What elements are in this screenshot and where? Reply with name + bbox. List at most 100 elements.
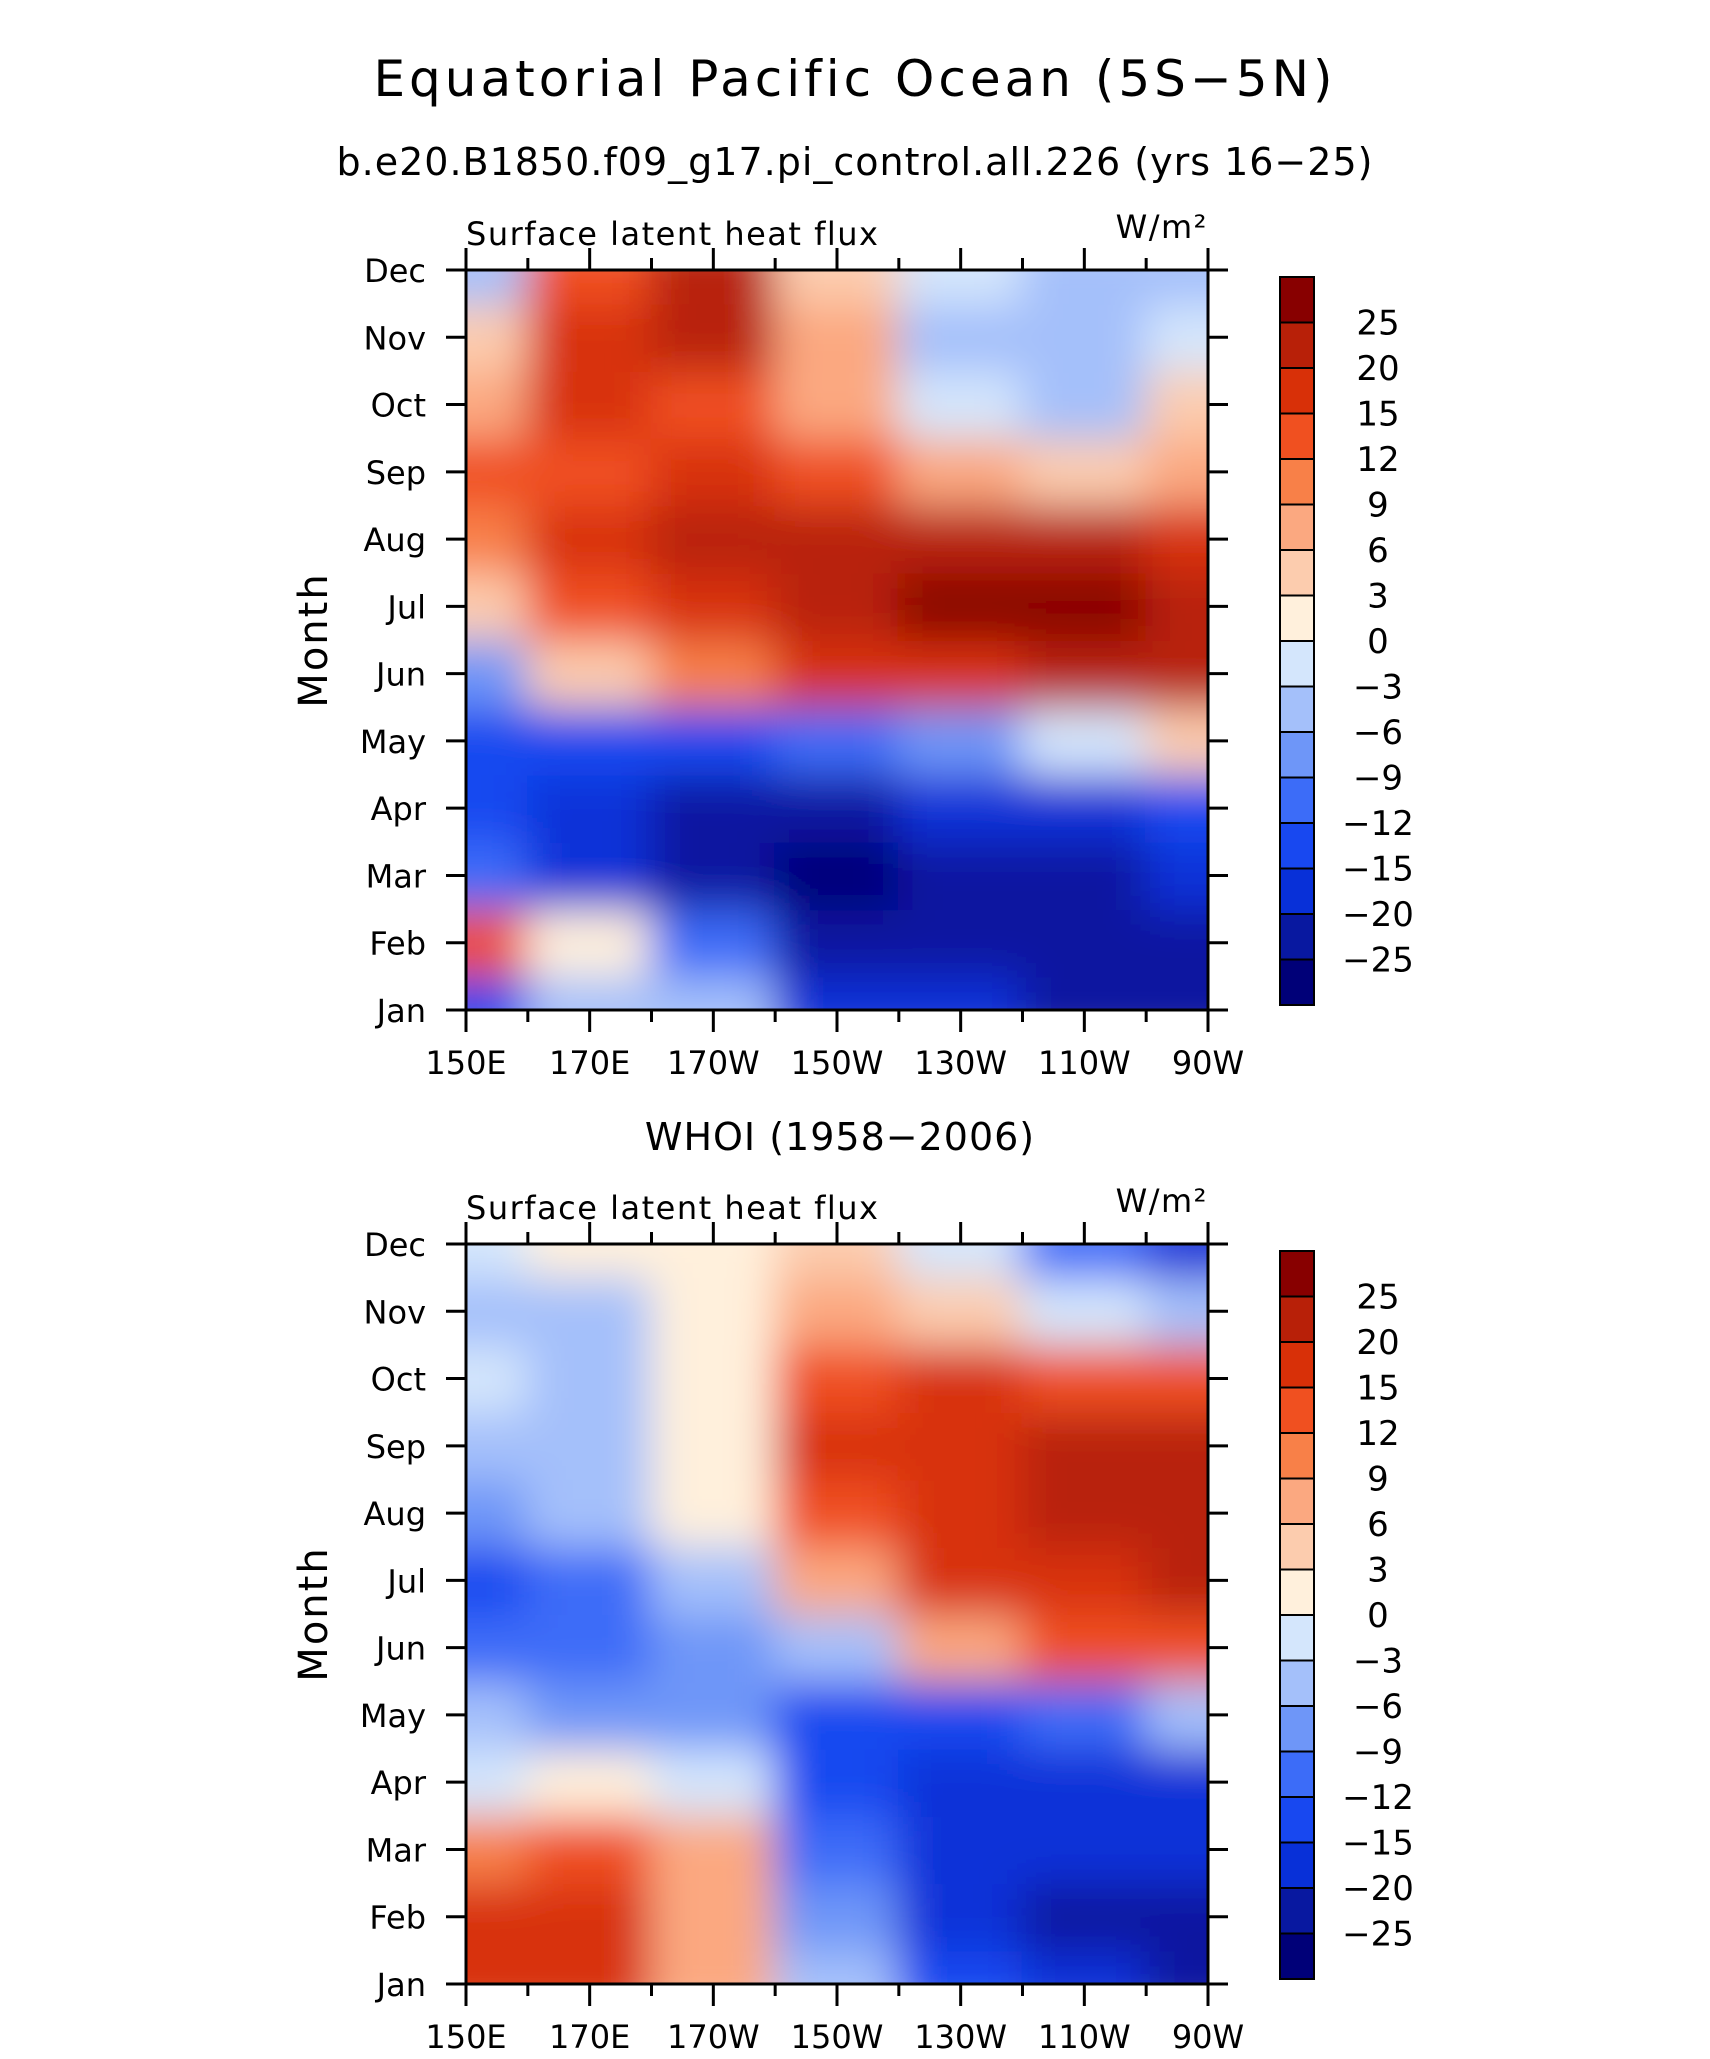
heatmap-1-cell — [1145, 437, 1208, 507]
heatmap-1-cell — [897, 369, 1024, 440]
heatmap-2-cell — [897, 1545, 1024, 1615]
heatmap-2-cell — [650, 1244, 777, 1279]
heatmap-1-cell — [774, 773, 900, 843]
y-tick-label: Jun — [374, 1630, 426, 1668]
heatmap-2-cell — [774, 1545, 900, 1615]
heatmap-1-cell — [650, 840, 777, 911]
heatmap-1-cell — [1145, 504, 1208, 574]
heatmap-1-cell — [1145, 302, 1208, 372]
heatmap-2-cell — [774, 1411, 900, 1481]
heatmap-2-cell — [466, 1949, 529, 1984]
heatmap-2-cells — [466, 1244, 1208, 1984]
x-tick-label: 150W — [791, 2018, 884, 2056]
heatmap-2-cell — [1021, 1343, 1148, 1414]
heatmap-1-cell — [650, 908, 777, 978]
colorbar-label: 6 — [1367, 531, 1389, 571]
heatmap-1-cell — [526, 840, 653, 911]
colorbar-label: −6 — [1353, 713, 1403, 753]
y-tick-label: Apr — [371, 790, 427, 828]
colorbar-box — [1279, 1796, 1315, 1844]
heatmap-2-cell — [774, 1343, 900, 1414]
y-tick-label: Jan — [375, 992, 426, 1030]
colorbar-label: −15 — [1342, 850, 1414, 890]
heatmap-2-cell — [466, 1411, 529, 1481]
colorbar-label: −9 — [1353, 759, 1403, 799]
x-tick-label: 170E — [549, 1044, 630, 1082]
heatmap-2-cell — [897, 1276, 1024, 1346]
heatmap-2-cell — [650, 1545, 777, 1615]
heatmap-2-cell — [1021, 1680, 1148, 1750]
heatmap-2-cell — [1021, 1411, 1148, 1481]
y-tick-label: Sep — [366, 454, 426, 492]
figure-title: Equatorial Pacific Ocean (5S−5N) — [373, 50, 1336, 108]
heatmap-2-cell — [774, 1949, 900, 1984]
heatmap-1-cell — [466, 639, 529, 709]
heatmap-2-cell — [897, 1949, 1024, 1984]
heatmap-2-cell — [466, 1244, 529, 1279]
heatmap-2-cell — [774, 1680, 900, 1750]
heatmap-2-cell — [1145, 1244, 1208, 1279]
heatmap-2-cell — [1145, 1545, 1208, 1615]
heatmap-1-cell — [1145, 571, 1208, 641]
y-tick-label: Nov — [364, 1293, 426, 1331]
heatmap-2-cell — [774, 1244, 900, 1279]
colorbar-label: −12 — [1342, 804, 1414, 844]
colorbar-label: 12 — [1356, 1414, 1399, 1454]
heatmap-2-cell — [650, 1949, 777, 1984]
heatmap-1-cell — [466, 773, 529, 843]
colorbar-box — [1279, 685, 1315, 733]
colorbar-label: −25 — [1342, 941, 1414, 981]
heatmap-2-cell — [774, 1276, 900, 1346]
heatmap-1-cell — [897, 773, 1024, 843]
heatmap-2-cell — [650, 1814, 777, 1885]
colorbar-label: −3 — [1353, 1642, 1403, 1682]
heatmap-2-cell — [466, 1882, 529, 1952]
y-tick-label: Mar — [366, 857, 427, 895]
x-tick-label: 130W — [914, 1044, 1007, 1082]
heatmap-2-cell — [526, 1478, 653, 1548]
heatmap-1-cell — [466, 840, 529, 911]
heatmap-2-cell — [1145, 1747, 1208, 1817]
heatmap-1-cell — [650, 302, 777, 372]
colorbar-2: 25 20 15 12 9 6 3 0 −3 −6 −9 −12 −15 −20 −25 — [1279, 1250, 1414, 1980]
heatmap-1-cell — [526, 270, 653, 305]
heatmap-1-cell — [897, 908, 1024, 978]
colorbar-label: 20 — [1356, 349, 1399, 389]
heatmap-1-cell — [774, 639, 900, 709]
heatmap-1-cell — [1021, 302, 1148, 372]
heatmap-1-cell — [1145, 908, 1208, 978]
colorbar-box — [1279, 276, 1315, 324]
x-tick-label: 150W — [791, 1044, 884, 1082]
heatmap-2-cell — [650, 1276, 777, 1346]
panel-2-ylabel: Month — [291, 1546, 337, 1681]
heatmap-1-cell — [526, 437, 653, 507]
heatmap-1-cell — [650, 571, 777, 641]
x-tick-label: 90W — [1172, 1044, 1244, 1082]
colorbar-box — [1279, 549, 1315, 597]
heatmap-2-cell — [1021, 1478, 1148, 1548]
colorbar-box — [1279, 958, 1315, 1006]
panel-1: Surface latent heat flux W/m² Month Jan F… — [291, 208, 1414, 1082]
heatmap-2-cell — [526, 1276, 653, 1346]
heatmap-1-cell — [466, 437, 529, 507]
heatmap-1-cell — [1021, 840, 1148, 911]
heatmap-1-cell — [1145, 773, 1208, 843]
heatmap-1-cell — [774, 840, 900, 911]
colorbar-box — [1279, 1932, 1315, 1980]
y-tick-label: Nov — [364, 319, 426, 357]
colorbar-label: 15 — [1356, 395, 1399, 435]
heatmap-2-cell — [526, 1680, 653, 1750]
heatmap-1-cell — [466, 504, 529, 574]
colorbar-label: 15 — [1356, 1369, 1399, 1409]
heatmap-2-cell — [466, 1680, 529, 1750]
heatmap-2-cell — [774, 1882, 900, 1952]
heatmap-2-cell — [650, 1343, 777, 1414]
colorbar-box — [1279, 1341, 1315, 1389]
heatmap-1-cell — [1021, 270, 1148, 305]
colorbar-box — [1279, 822, 1315, 870]
heatmap-2-cell — [466, 1747, 529, 1817]
heatmap-2-cell — [1021, 1949, 1148, 1984]
colorbar-box — [1279, 776, 1315, 824]
colorbar-label: −9 — [1353, 1733, 1403, 1773]
